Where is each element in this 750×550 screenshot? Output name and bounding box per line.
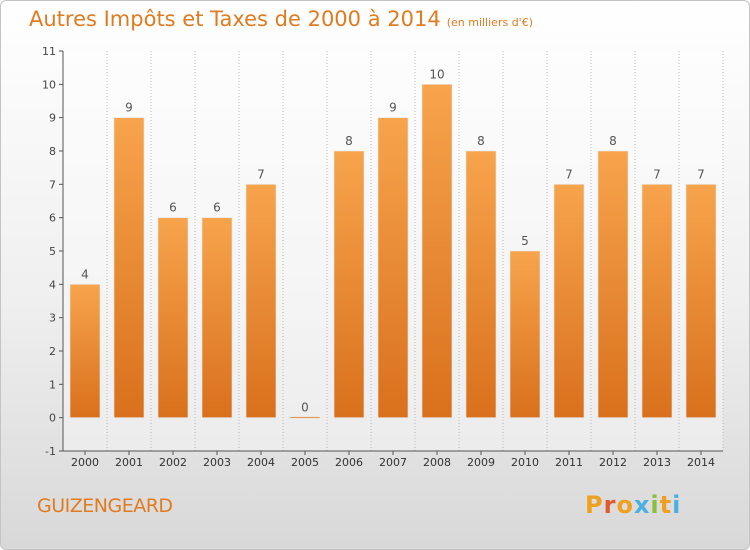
bar [641, 184, 673, 418]
x-tick-label: 2012 [599, 456, 627, 469]
bar-value-label: 9 [125, 101, 133, 115]
bar-value-label: 7 [653, 167, 661, 181]
x-tick-label: 2003 [203, 456, 231, 469]
x-tick-label: 2007 [379, 456, 407, 469]
commune-name: GUIZENGEARD [37, 495, 173, 517]
y-tick-label: 0 [49, 412, 56, 425]
bar-value-label: 6 [169, 201, 177, 215]
bar [157, 217, 189, 418]
y-tick-label: 9 [49, 112, 56, 125]
bar-value-label: 4 [81, 267, 89, 281]
bar [421, 84, 453, 418]
bar [597, 150, 629, 418]
x-tick-label: 2000 [71, 456, 99, 469]
bar-value-label: 8 [609, 134, 617, 148]
chart-title-text: Autres Impôts et Taxes de 2000 à 2014 [29, 7, 441, 31]
bar [377, 117, 409, 418]
y-tick-label: 6 [49, 212, 56, 225]
bar-value-label: 7 [565, 167, 573, 181]
bar [465, 150, 497, 418]
bar [553, 184, 585, 418]
bar [333, 150, 365, 418]
bar [245, 184, 277, 418]
y-tick-label: 11 [42, 45, 56, 58]
logo-letter: P [585, 491, 604, 519]
bar-value-label: 5 [521, 234, 529, 248]
x-tick-label: 2010 [511, 456, 539, 469]
logo-letter: r [603, 491, 617, 519]
y-tick-label: 7 [49, 178, 56, 191]
bar-value-label: 9 [389, 101, 397, 115]
logo-letter: t [659, 491, 673, 519]
x-tick-label: 2009 [467, 456, 495, 469]
logo-letter: i [672, 491, 682, 519]
chart-title: Autres Impôts et Taxes de 2000 à 2014 (en… [29, 7, 533, 31]
x-tick-label: 2006 [335, 456, 363, 469]
y-tick-label: -1 [45, 445, 56, 458]
y-tick-label: 1 [49, 378, 56, 391]
bar-value-label: 7 [697, 167, 705, 181]
y-tick-label: 5 [49, 245, 56, 258]
logo-letter: o [616, 491, 634, 519]
x-tick-label: 2005 [291, 456, 319, 469]
x-tick-label: 2011 [555, 456, 583, 469]
y-tick-label: 8 [49, 145, 56, 158]
bar-value-label: 0 [301, 401, 309, 415]
bar [685, 184, 717, 418]
bar-value-label: 6 [213, 201, 221, 215]
bar [201, 217, 233, 418]
bar-value-label: 8 [345, 134, 353, 148]
x-tick-label: 2001 [115, 456, 143, 469]
logo-letter: x [633, 491, 651, 519]
bar [69, 284, 101, 418]
bar-value-label: 7 [257, 167, 265, 181]
bar [509, 250, 541, 418]
proxiti-logo: Proxiti [585, 491, 681, 519]
y-tick-label: 3 [49, 312, 56, 325]
x-tick-label: 2004 [247, 456, 275, 469]
bar [289, 416, 321, 419]
bar-value-label: 8 [477, 134, 485, 148]
logo-letter: i [650, 491, 660, 519]
y-tick-label: 2 [49, 345, 56, 358]
x-tick-label: 2013 [643, 456, 671, 469]
chart-unit-label: (en milliers d'€) [446, 16, 533, 29]
bar [113, 117, 145, 418]
y-tick-label: 10 [42, 78, 56, 91]
x-tick-label: 2008 [423, 456, 451, 469]
bar-value-label: 10 [429, 67, 444, 81]
y-tick-label: 4 [49, 278, 56, 291]
x-tick-label: 2014 [687, 456, 715, 469]
x-tick-label: 2002 [159, 456, 187, 469]
